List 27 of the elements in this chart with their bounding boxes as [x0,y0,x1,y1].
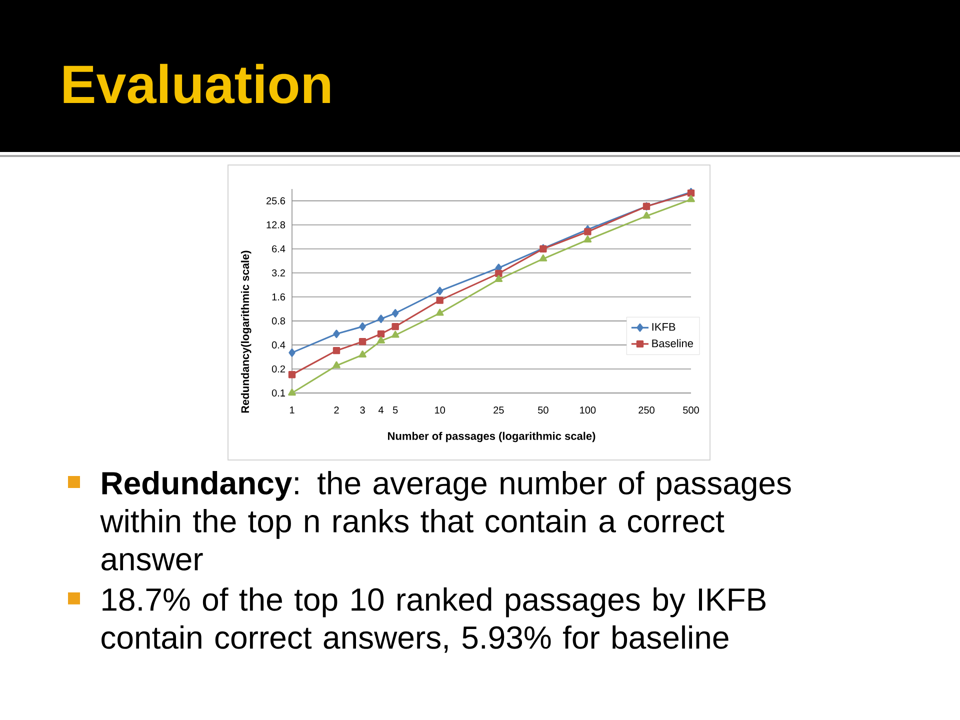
x-tick-label: 10 [435,406,446,414]
y-tick-label: 0.4 [272,341,286,348]
x-tick-label: 1 [290,406,294,414]
y-tick-label: 1.6 [272,293,286,300]
y-tick-label: 25.6 [266,197,286,204]
x-axis-title: Number of passages (logarithmic scale) [388,432,596,442]
y-tick-label: 12.8 [266,221,286,228]
x-tick-label: 500 [683,406,699,414]
x-tick-label: 50 [538,406,548,414]
x-tick-label: 25 [494,406,504,414]
y-tick-label: 3.2 [272,269,285,276]
y-tick-label: 0.1 [272,389,285,397]
legend-label: IKFB [652,323,676,331]
x-tick-label: 2 [334,406,339,414]
x-tick-label: 100 [580,406,596,414]
y-tick-label: 0.8 [272,317,286,324]
x-tick-label: 4 [378,406,384,414]
x-tick-label: 3 [360,406,365,414]
legend-label: Baseline [652,339,694,348]
text: 18.7% of the top 10 ranked passages by IKFB contain correct answers, 5.93% for baseline [102,587,766,653]
chart-title: Evaluation [64,64,330,104]
x-tick-label: 250 [638,406,654,414]
text: Redundancy: the average number of passages within the top n ranks that contain a correct answer [100,471,791,571]
x-tick-label: 5 [392,406,398,414]
y-tick-label: 6.4 [272,245,286,252]
y-tick-label: 0.2 [272,365,285,373]
y-axis-title: Redundancy(logarithmic scale) [240,250,252,413]
